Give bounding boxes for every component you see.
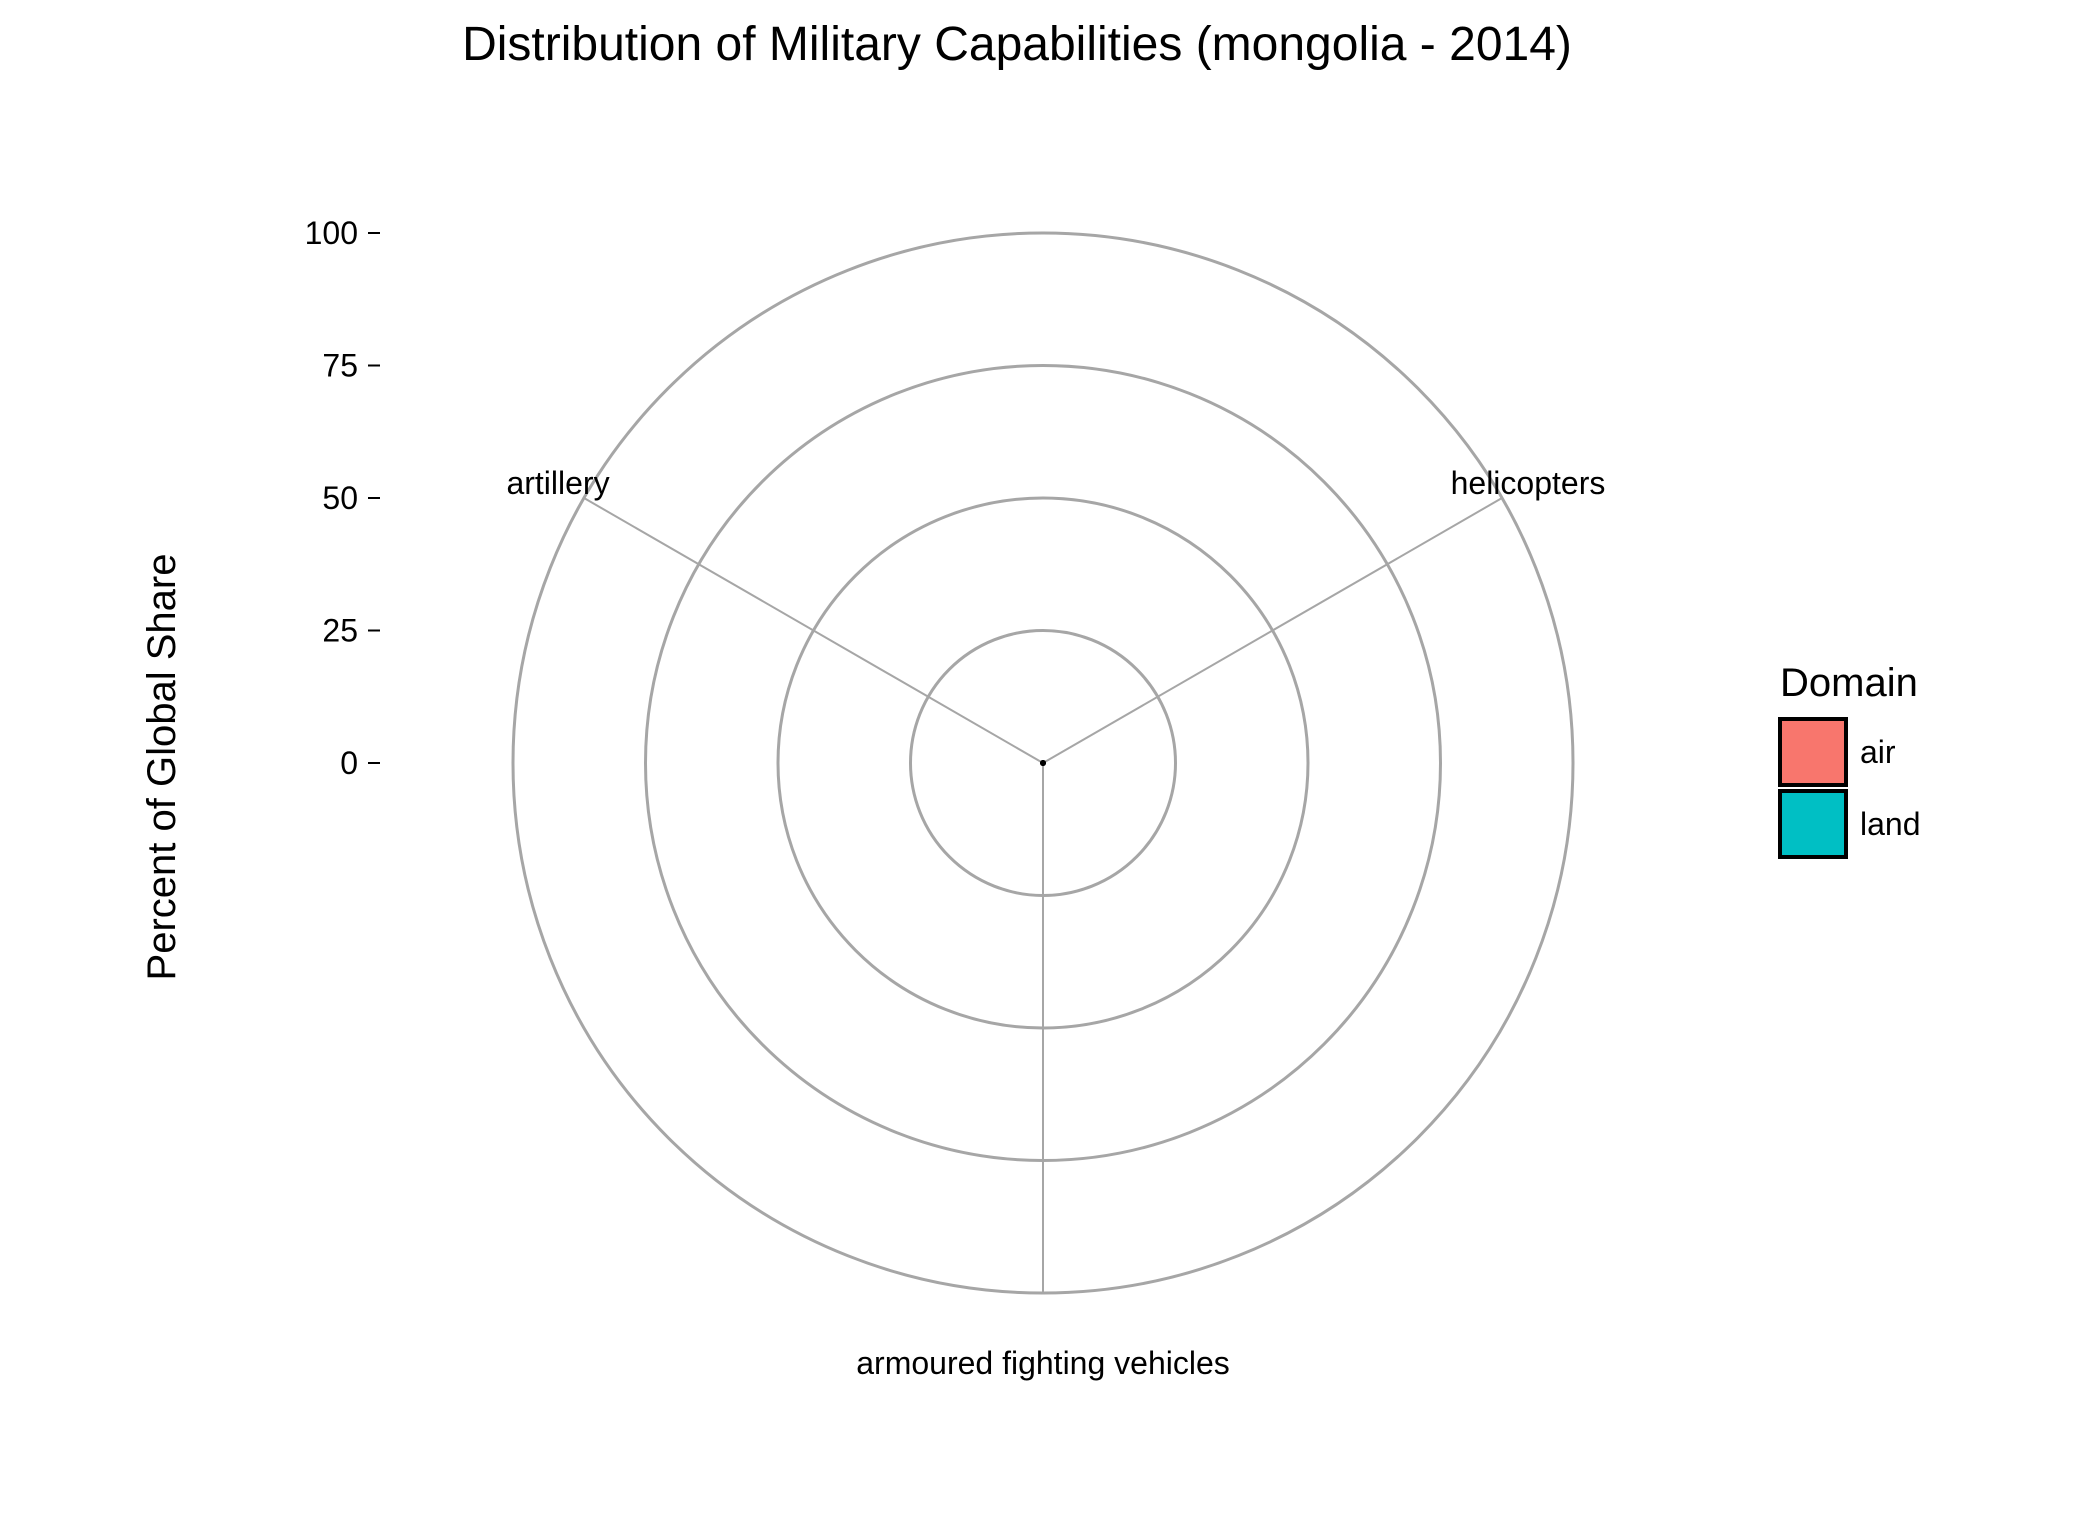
legend: Domain air land [1778,661,1921,859]
y-tick-label-0: 0 [340,745,358,781]
category-label-helicopters: helicopters [1451,465,1606,501]
legend-swatch-land [1778,789,1848,859]
chart-title: Distribution of Military Capabilities (m… [462,18,1572,71]
category-spokes [583,497,1503,1293]
y-axis-ticks: 0 25 50 75 100 [305,215,380,781]
category-label-artillery: artillery [506,465,609,501]
y-tick-label-25: 25 [322,613,358,649]
category-label-armoured-fighting-vehicles: armoured fighting vehicles [856,1345,1230,1381]
data-bars [1040,760,1046,766]
legend-swatch-air [1778,717,1848,787]
y-axis-label: Percent of Global Share [140,554,184,981]
spoke-artillery [583,497,1044,764]
legend-label-land: land [1860,806,1921,842]
y-tick-label-50: 50 [322,480,358,516]
category-labels: helicopters armoured fighting vehicles art… [506,465,1605,1381]
y-tick-label-75: 75 [322,348,358,384]
bar-land-artillery [1040,760,1046,766]
legend-label-air: air [1860,734,1896,770]
legend-title: Domain [1780,661,1918,705]
y-tick-label-100: 100 [305,215,358,251]
spoke-helicopters [1042,497,1503,764]
